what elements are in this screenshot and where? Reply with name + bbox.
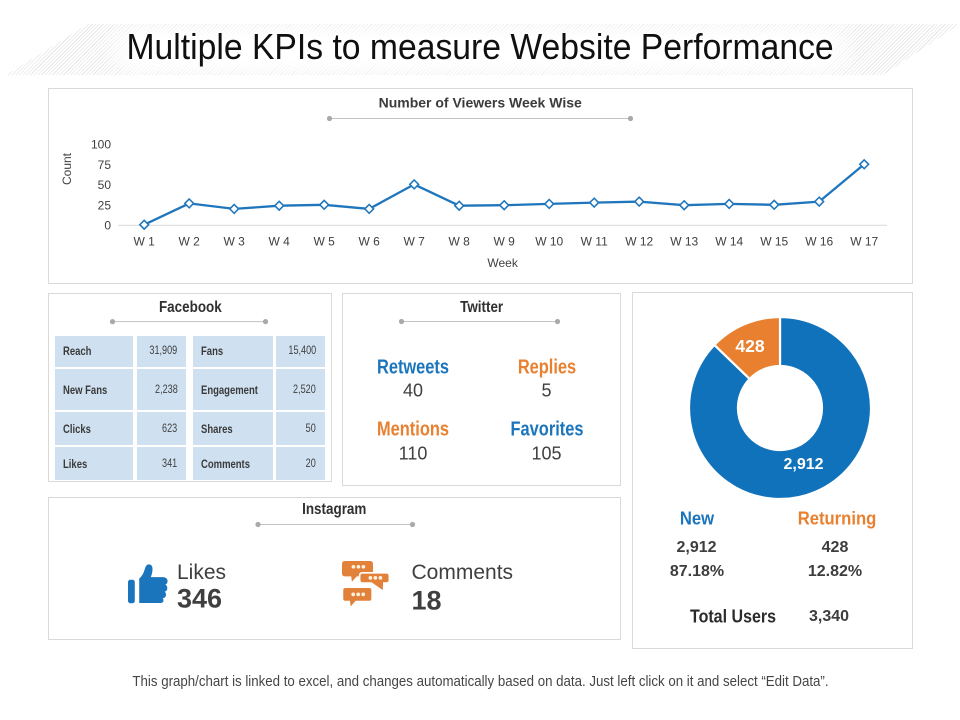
svg-text:W 16: W 16 — [805, 235, 833, 249]
svg-text:W 3: W 3 — [224, 235, 246, 249]
svg-text:W 6: W 6 — [359, 235, 381, 249]
svg-text:W 4: W 4 — [269, 235, 291, 249]
svg-text:25: 25 — [98, 198, 112, 212]
svg-text:W 11: W 11 — [581, 235, 608, 249]
svg-text:W 15: W 15 — [760, 235, 788, 249]
svg-text:W 7: W 7 — [404, 235, 426, 249]
svg-text:W 9: W 9 — [494, 235, 516, 249]
svg-text:W 10: W 10 — [535, 235, 563, 249]
svg-text:W 12: W 12 — [625, 235, 653, 249]
svg-text:W 13: W 13 — [670, 235, 698, 249]
svg-text:2,912: 2,912 — [783, 456, 823, 473]
svg-text:428: 428 — [735, 336, 764, 356]
svg-text:Number of Viewers Week Wise: Number of Viewers Week Wise — [379, 95, 582, 111]
svg-text:W 8: W 8 — [449, 235, 471, 249]
svg-text:W 5: W 5 — [314, 235, 336, 249]
svg-text:100: 100 — [91, 138, 111, 152]
svg-text:75: 75 — [98, 158, 112, 172]
svg-text:W 14: W 14 — [715, 235, 743, 249]
svg-text:W 2: W 2 — [179, 235, 201, 249]
svg-text:W 1: W 1 — [134, 235, 156, 249]
svg-text:Week: Week — [487, 256, 518, 270]
svg-text:Count: Count — [60, 152, 74, 185]
svg-text:W 17: W 17 — [850, 235, 878, 249]
svg-text:0: 0 — [104, 219, 111, 233]
svg-text:50: 50 — [98, 178, 112, 192]
